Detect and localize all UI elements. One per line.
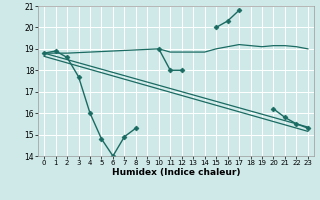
X-axis label: Humidex (Indice chaleur): Humidex (Indice chaleur) [112,168,240,177]
